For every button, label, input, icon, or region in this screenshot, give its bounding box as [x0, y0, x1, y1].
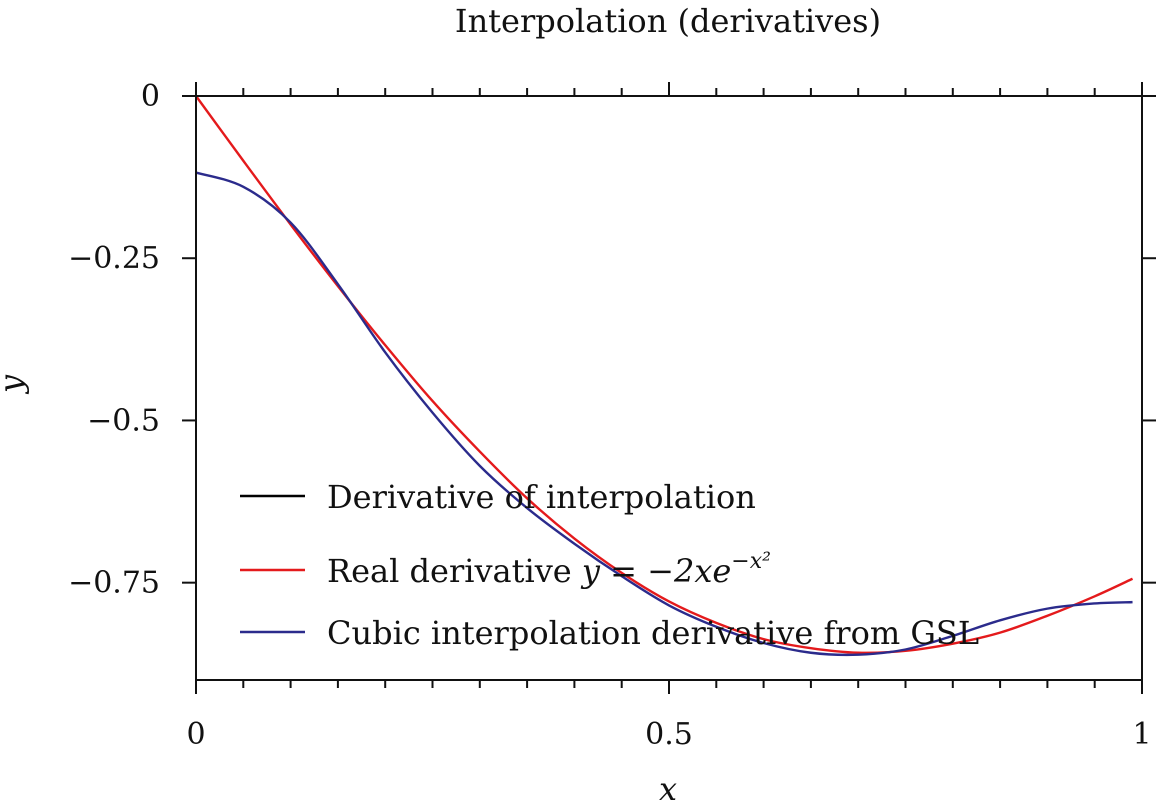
chart-title: Interpolation (derivatives) [455, 2, 881, 40]
legend-item-real-derivative: Real derivative y = −2xe−x² [240, 549, 771, 590]
series-cubic-gsl-derivative [195, 171, 1133, 657]
x-tick-label: 0.5 [645, 717, 693, 752]
legend-label: Cubic interpolation derivative from GSL [327, 614, 979, 652]
y-tick-label: −0.75 [68, 566, 160, 601]
x-tick-label: 1 [1132, 717, 1151, 752]
y-tick-label: 0 [141, 79, 160, 114]
y-axis-label: y [0, 374, 30, 395]
legend-label: Derivative of interpolation [327, 478, 756, 516]
plot-frame [195, 95, 1143, 681]
x-axis-label: x [659, 770, 677, 804]
legend: Derivative of interpolation Real derivati… [240, 478, 979, 652]
legend-item-derivative-of-interpolation: Derivative of interpolation [240, 478, 756, 516]
x-tick-label: 0 [186, 717, 205, 752]
axis-ticks [182, 82, 1156, 694]
legend-item-cubic-gsl: Cubic interpolation derivative from GSL [240, 614, 979, 652]
series-layer [195, 95, 1134, 657]
legend-label: Real derivative y = −2xe−x² [327, 549, 771, 590]
y-tick-label: −0.5 [87, 403, 160, 438]
y-tick-label: −0.25 [68, 241, 160, 276]
tick-labels: 0 0.5 1 0 −0.25 −0.5 −0.75 [68, 79, 1151, 752]
